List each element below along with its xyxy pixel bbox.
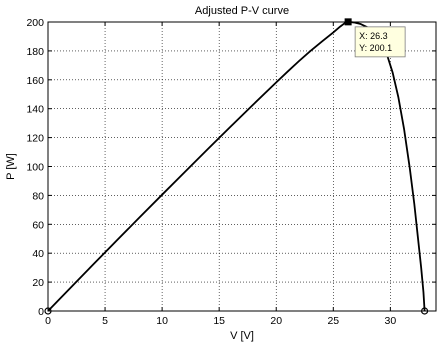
y-tick-label: 120 — [26, 133, 44, 145]
datatip-y-text: Y: 200.1 — [359, 43, 392, 53]
x-tick-label: 5 — [102, 315, 108, 327]
y-tick-label: 160 — [26, 75, 44, 87]
y-tick-label: 0 — [38, 306, 44, 318]
datatip-box — [354, 26, 406, 58]
y-tick-label: 20 — [32, 277, 44, 289]
curve-layer — [47, 20, 426, 312]
y-tick-label: 200 — [26, 17, 44, 29]
plot-area — [48, 22, 436, 311]
x-tick-label: 20 — [270, 315, 282, 327]
x-tick-label: 10 — [156, 315, 168, 327]
y-tick-label: 80 — [32, 190, 44, 202]
tick-layer: 0 5 10 15 20 25 30 0 20 40 60 80 100 120 140 160 180 200 — [26, 17, 436, 327]
datatip-x-text: X: 26.3 — [359, 31, 388, 41]
y-tick-label: 180 — [26, 46, 44, 58]
x-tick-label: 25 — [327, 315, 339, 327]
x-tick-label: 30 — [385, 315, 397, 327]
y-tick-label: 60 — [32, 219, 44, 231]
y-tick-label: 100 — [26, 162, 44, 174]
chart-title: Adjusted P-V curve — [195, 5, 289, 17]
x-tick-label: 15 — [213, 315, 225, 327]
y-tick-label: 40 — [32, 248, 44, 260]
pv-curve-line — [47, 20, 426, 312]
y-tick-label: 140 — [26, 104, 44, 116]
y-axis-label: P [W] — [5, 153, 17, 180]
grid-lines — [48, 22, 436, 311]
x-axis-label: V [V] — [230, 330, 254, 342]
data-tip[interactable]: X: 26.3 Y: 200.1 — [354, 26, 406, 58]
x-tick-label: 0 — [45, 315, 51, 327]
